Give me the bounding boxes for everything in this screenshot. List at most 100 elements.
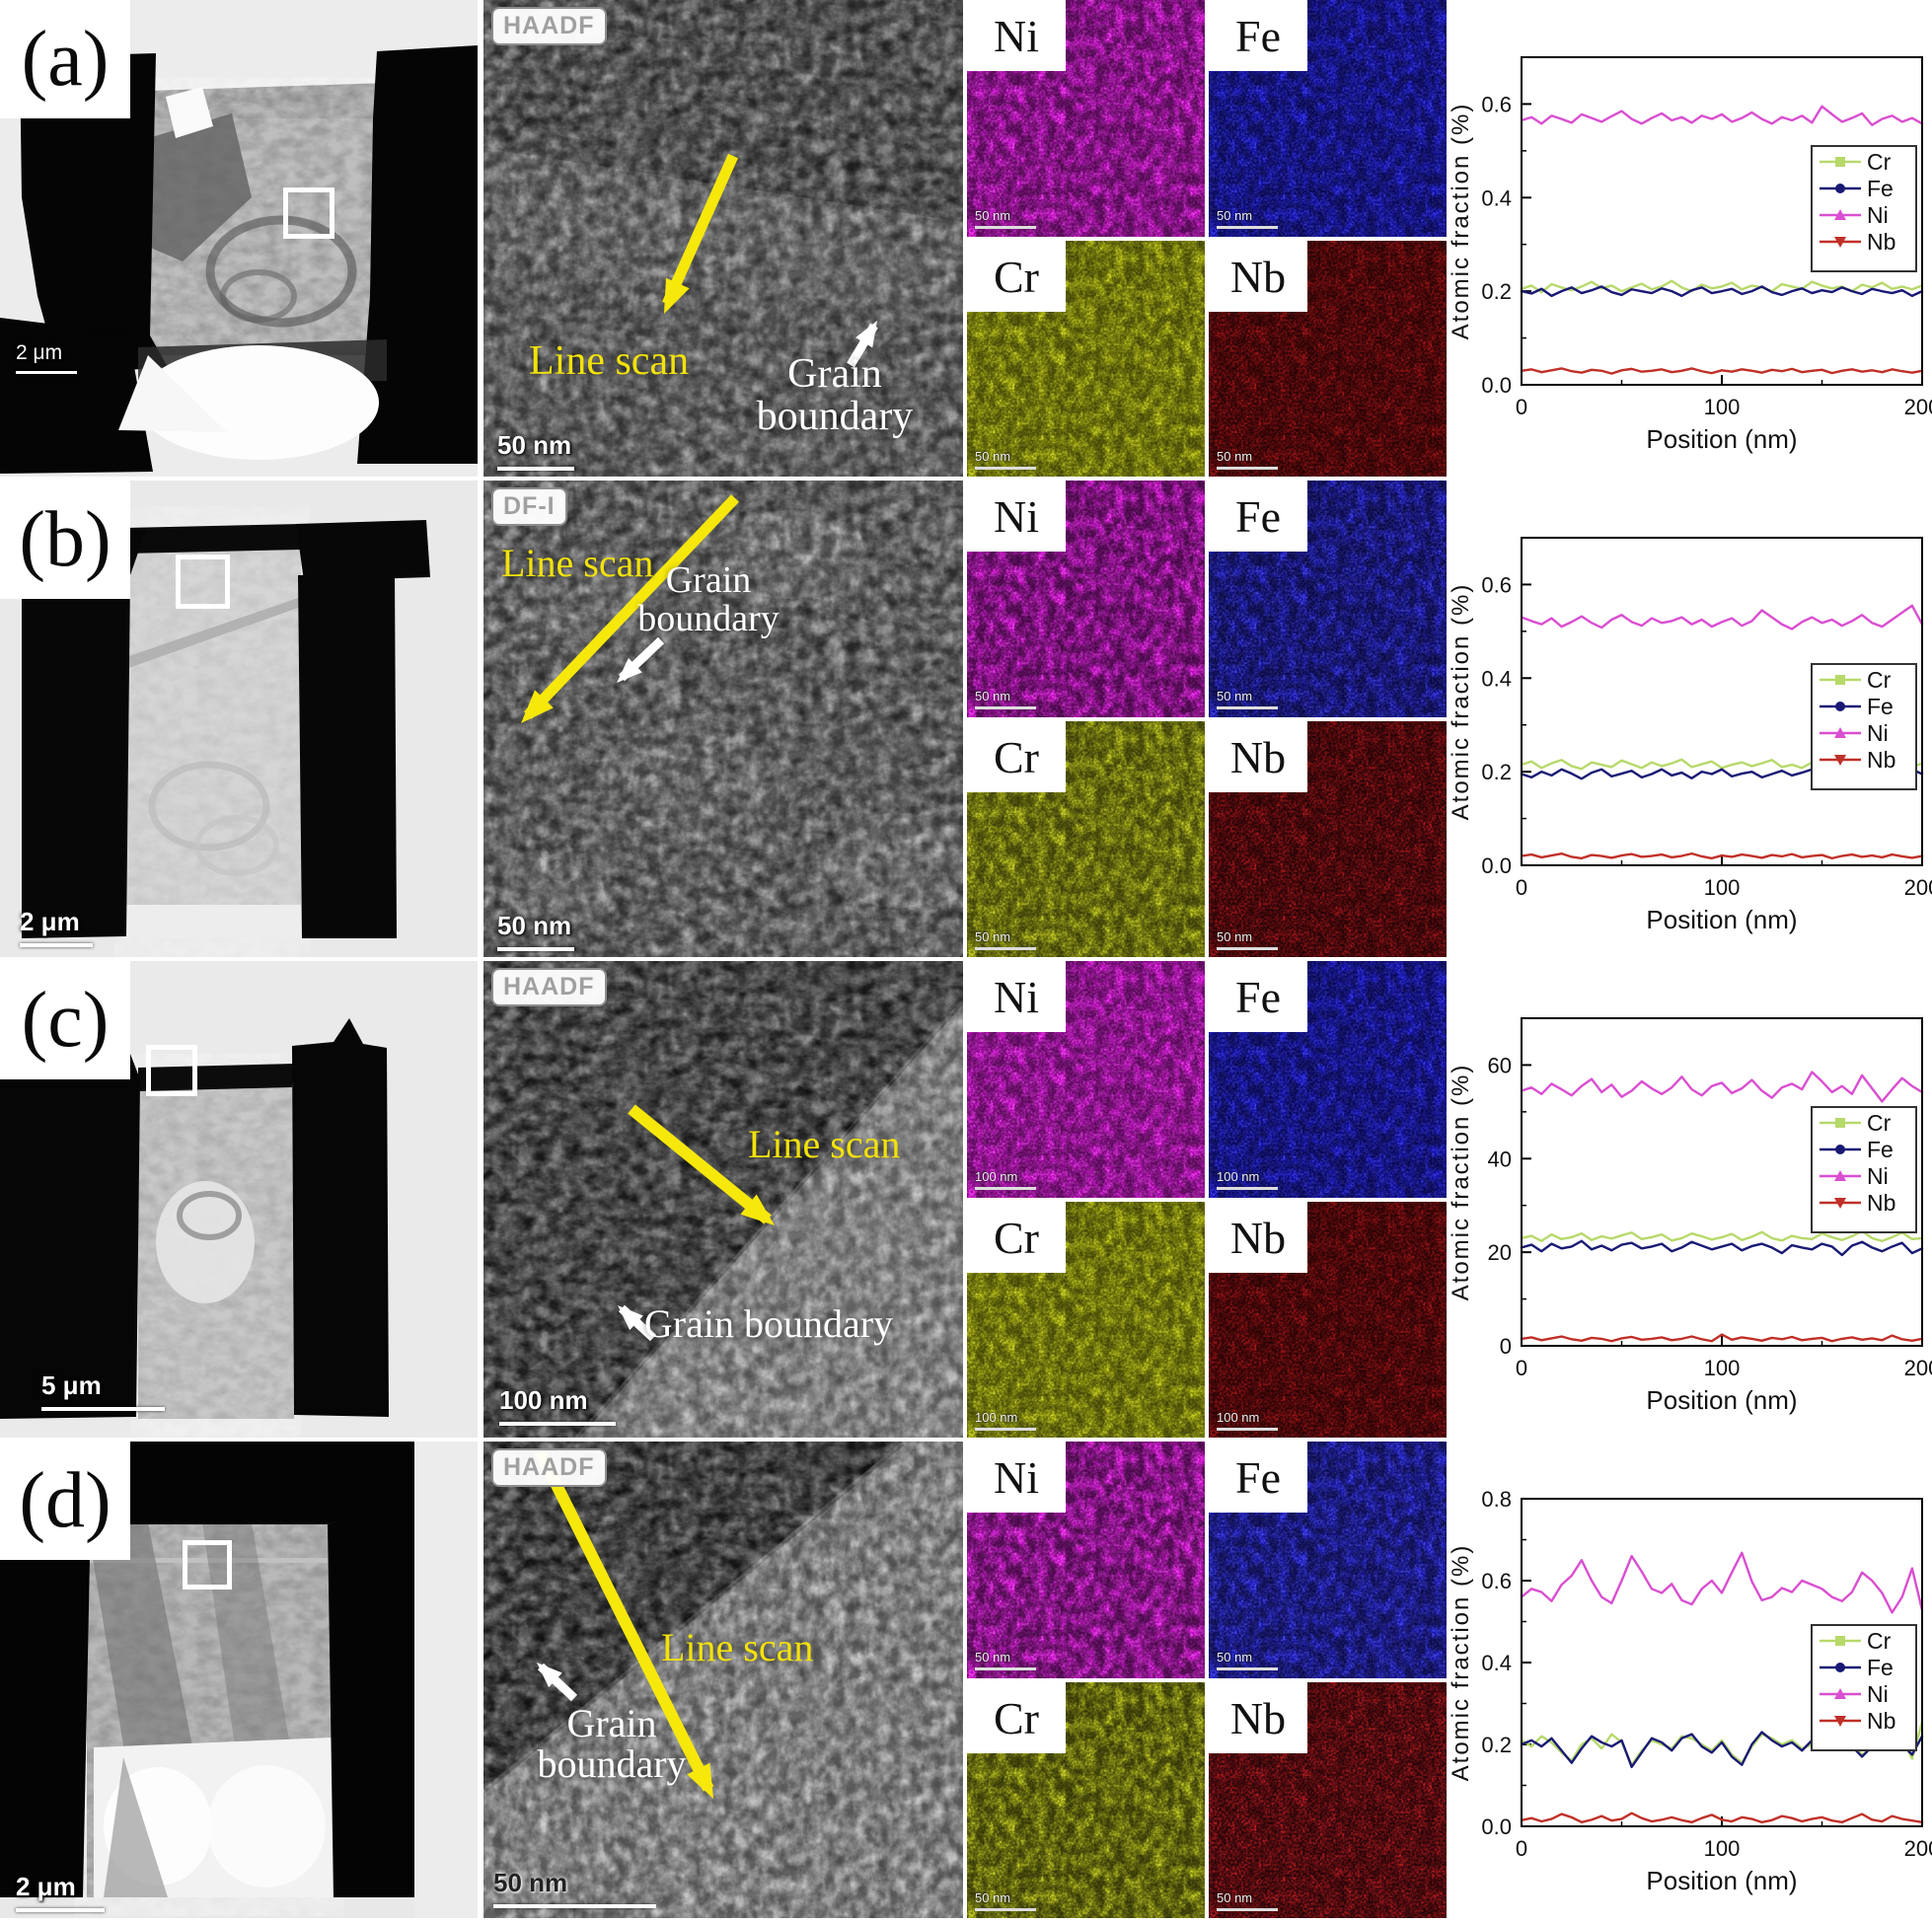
scale-bar: 50 nm bbox=[975, 449, 1036, 470]
scale-bar-line bbox=[16, 1908, 105, 1912]
eds-map-nb: Nb 50 nm bbox=[1209, 721, 1447, 957]
svg-text:0.6: 0.6 bbox=[1481, 572, 1512, 597]
scale-bar-label: 50 nm bbox=[493, 1868, 568, 1897]
svg-text:40: 40 bbox=[1488, 1147, 1512, 1171]
svg-text:0.8: 0.8 bbox=[1481, 1487, 1512, 1512]
line-scan-label: Line scan bbox=[748, 1122, 901, 1166]
svg-text:100: 100 bbox=[1704, 875, 1741, 900]
micrograph-panel-d: HAADF Line scan Grain boundary 50 nm bbox=[483, 1442, 963, 1918]
eds-map-cr: Cr 50 nm bbox=[967, 241, 1205, 477]
svg-text:0.6: 0.6 bbox=[1481, 92, 1512, 116]
scale-bar: 100 nm bbox=[975, 1410, 1036, 1431]
svg-text:Nb: Nb bbox=[1867, 747, 1895, 773]
eds-map-image-nb bbox=[1209, 1682, 1447, 1918]
scale-bar: 100 nm bbox=[1217, 1410, 1278, 1431]
eds-map-cr: Cr 100 nm bbox=[967, 1202, 1205, 1438]
element-label: Fe bbox=[1209, 481, 1307, 552]
scale-bar: 2 μm bbox=[16, 341, 77, 374]
svg-text:Nb: Nb bbox=[1867, 229, 1895, 255]
element-label: Nb bbox=[1209, 721, 1307, 792]
scale-bar: 50 nm bbox=[1217, 1650, 1278, 1670]
line-scan-arrow bbox=[534, 1448, 714, 1799]
svg-text:Position (nm): Position (nm) bbox=[1646, 1866, 1797, 1895]
scale-bar-label: 100 nm bbox=[499, 1385, 588, 1415]
scale-bar-label: 2 μm bbox=[16, 341, 63, 364]
svg-text:100: 100 bbox=[1704, 395, 1741, 419]
element-label: Cr bbox=[967, 241, 1066, 312]
svg-text:200: 200 bbox=[1904, 1356, 1932, 1380]
roi-box bbox=[176, 555, 230, 609]
svg-text:Cr: Cr bbox=[1867, 667, 1892, 693]
eds-map-image-ni bbox=[967, 961, 1205, 1198]
line-scan-chart-panel-c: 0 20 40 60 0 100 200 Atomic fraction (%) Positio… bbox=[1449, 961, 1932, 1438]
element-label: Ni bbox=[967, 1442, 1066, 1513]
micrograph-panel-c: HAADF Line scan Grain boundary 100 nm bbox=[483, 961, 963, 1438]
svg-text:0: 0 bbox=[1516, 875, 1527, 900]
eds-map-ni: Ni 50 nm bbox=[967, 481, 1205, 717]
eds-map-ni: Ni 50 nm bbox=[967, 0, 1205, 237]
line-scan-arrow bbox=[521, 494, 739, 723]
panel-letter-b: (b) bbox=[0, 481, 130, 599]
micrograph-panel-b: DF-I Line scan Grain boundary 50 nm bbox=[483, 481, 963, 957]
svg-text:0.4: 0.4 bbox=[1481, 185, 1512, 210]
element-label: Nb bbox=[1209, 241, 1307, 312]
haadf-image-a bbox=[483, 0, 963, 477]
imaging-mode-chip: DF-I bbox=[491, 487, 567, 526]
figure-row-c: (c) 5 μm HAADF Line scan Grain boundary bbox=[0, 961, 1932, 1442]
eds-map-ni: Ni 50 nm bbox=[967, 1442, 1205, 1678]
svg-text:200: 200 bbox=[1904, 1836, 1932, 1861]
haadf-image-d bbox=[483, 1442, 963, 1918]
eds-map-image-fe bbox=[1209, 0, 1447, 237]
scale-bar: 100 nm bbox=[975, 1169, 1036, 1190]
line-scan-arrow bbox=[661, 153, 739, 314]
scale-bar: 50 nm bbox=[1217, 929, 1278, 950]
eds-map-nb: Nb 100 nm bbox=[1209, 1202, 1447, 1438]
svg-text:0: 0 bbox=[1516, 1836, 1527, 1861]
svg-text:Position (nm): Position (nm) bbox=[1646, 905, 1797, 934]
svg-text:0.4: 0.4 bbox=[1481, 666, 1512, 691]
scale-bar-line bbox=[497, 947, 574, 951]
svg-text:Ni: Ni bbox=[1867, 1681, 1889, 1707]
eds-map-cr: Cr 50 nm bbox=[967, 721, 1205, 957]
tem-overview-panel-a: (a) 2 μm bbox=[0, 0, 478, 477]
svg-text:0.2: 0.2 bbox=[1481, 760, 1512, 784]
scale-bar-line bbox=[20, 943, 93, 947]
svg-text:0.4: 0.4 bbox=[1481, 1651, 1512, 1675]
df-image-b bbox=[483, 481, 963, 957]
scale-bar-line bbox=[497, 467, 574, 471]
scale-bar-label: 2 μm bbox=[20, 907, 80, 936]
scale-bar: 50 nm bbox=[497, 911, 574, 951]
eds-map-nb: Nb 50 nm bbox=[1209, 1682, 1447, 1918]
svg-text:Cr: Cr bbox=[1867, 1628, 1892, 1654]
svg-text:Atomic fraction (%): Atomic fraction (%) bbox=[1449, 1544, 1474, 1782]
svg-text:100: 100 bbox=[1704, 1836, 1741, 1861]
eds-map-nb: Nb 50 nm bbox=[1209, 241, 1447, 477]
scale-bar-line bbox=[41, 1407, 165, 1411]
scale-bar-label: 50 nm bbox=[497, 430, 572, 460]
scale-bar: 50 nm bbox=[975, 1650, 1036, 1670]
svg-text:Nb: Nb bbox=[1867, 1190, 1895, 1216]
atomic-fraction-chart-b: 0.0 0.2 0.4 0.6 0 100 200 Atomic fraction (%) Po… bbox=[1449, 481, 1932, 957]
tem-overview-panel-d: (d) 2 μm bbox=[0, 1442, 478, 1918]
svg-text:0: 0 bbox=[1516, 395, 1527, 419]
imaging-mode-chip: HAADF bbox=[491, 968, 607, 1006]
line-scan-chart-panel-a: 0.0 0.2 0.4 0.6 0 100 200 Atomic fraction (%) Po… bbox=[1449, 0, 1932, 477]
scale-bar: 100 nm bbox=[1217, 1169, 1278, 1190]
scale-bar-label: 5 μm bbox=[41, 1370, 102, 1400]
scale-bar: 50 nm bbox=[1217, 1890, 1278, 1911]
roi-box bbox=[183, 1540, 232, 1590]
svg-text:Position (nm): Position (nm) bbox=[1646, 1385, 1797, 1415]
svg-text:Fe: Fe bbox=[1867, 1137, 1894, 1162]
svg-text:Fe: Fe bbox=[1867, 694, 1894, 719]
svg-text:Nb: Nb bbox=[1867, 1708, 1895, 1734]
svg-text:100: 100 bbox=[1704, 1356, 1741, 1380]
line-scan-arrow bbox=[628, 1104, 775, 1225]
figure-row-d: (d) 2 μm HAADF Line scan Grain boundary bbox=[0, 1442, 1932, 1922]
element-label: Nb bbox=[1209, 1202, 1307, 1273]
element-label: Cr bbox=[967, 721, 1066, 792]
atomic-fraction-chart-a: 0.0 0.2 0.4 0.6 0 100 200 Atomic fraction (%) Po… bbox=[1449, 0, 1932, 477]
element-label: Ni bbox=[967, 481, 1066, 552]
scale-bar: 50 nm bbox=[975, 1890, 1036, 1911]
eds-maps-panel-d: Ni 50 nm Fe 50 nm Cr 50 nm bbox=[967, 1442, 1447, 1918]
panel-letter-c: (c) bbox=[0, 961, 130, 1079]
